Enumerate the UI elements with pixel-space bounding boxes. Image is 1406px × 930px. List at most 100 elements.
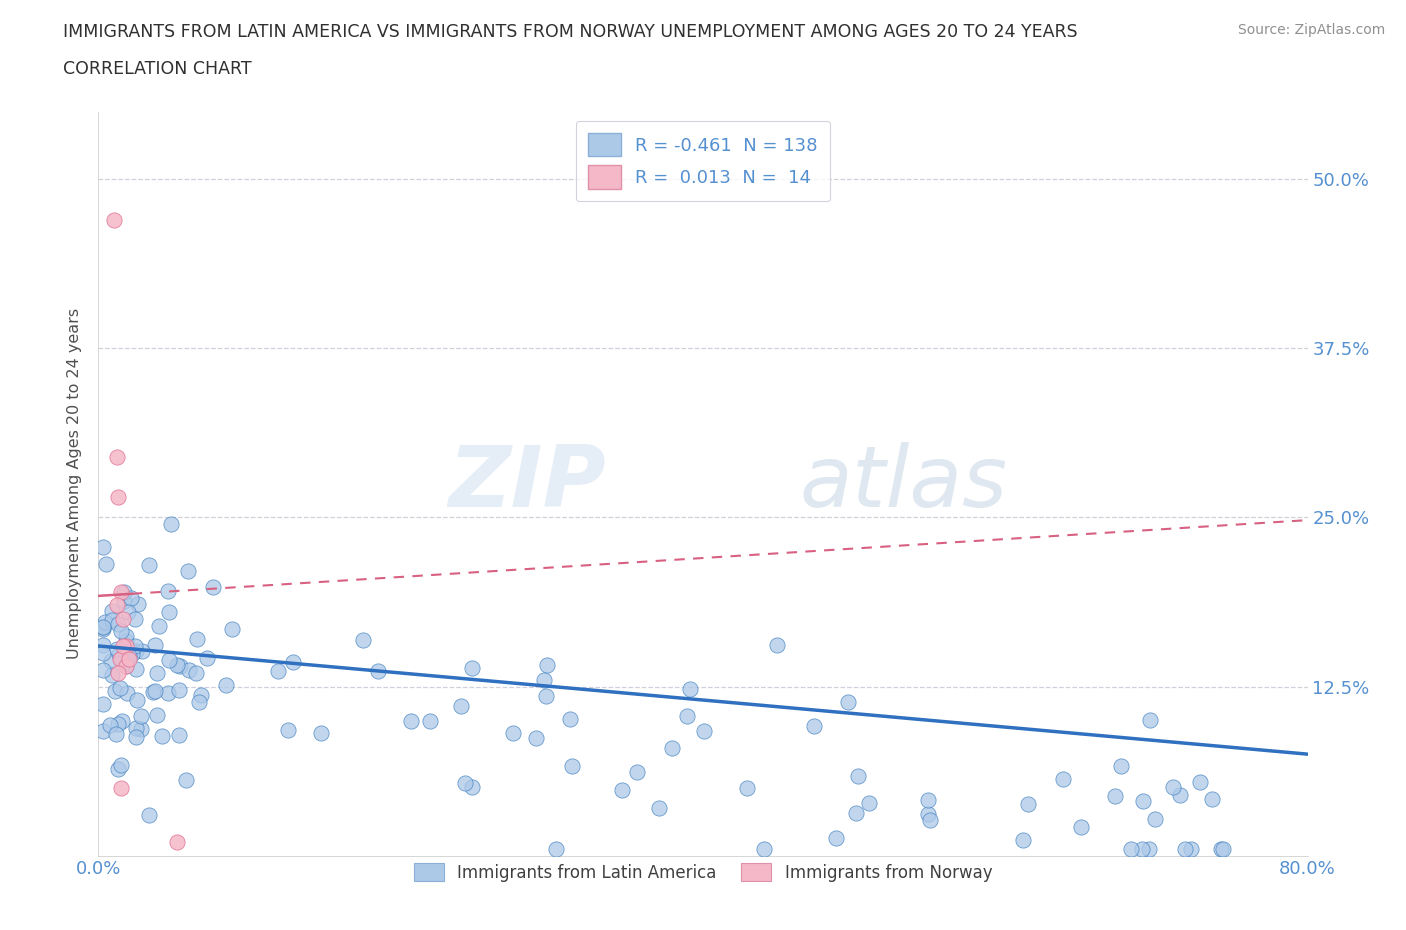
Text: ZIP: ZIP (449, 442, 606, 525)
Point (117, 604, 139, 619)
Point (157, 583, 180, 598)
Point (281, 654, 304, 669)
Point (166, 658, 188, 672)
Point (202, 580, 225, 595)
Point (91, 619, 114, 634)
Point (124, 638, 146, 653)
Point (1121, 842, 1143, 857)
Point (460, 779, 482, 794)
Point (127, 597, 149, 612)
Point (167, 683, 190, 698)
Point (626, 764, 648, 779)
Point (1212, 841, 1234, 856)
Point (1137, 842, 1160, 857)
Point (115, 633, 138, 648)
Point (127, 693, 149, 708)
Point (167, 727, 190, 742)
Point (138, 557, 160, 572)
Point (104, 726, 127, 741)
Point (107, 717, 129, 732)
Point (114, 658, 136, 673)
Point (309, 725, 332, 740)
Point (661, 740, 683, 755)
Point (142, 684, 165, 699)
Point (111, 611, 134, 626)
Point (118, 652, 141, 667)
Point (91, 621, 114, 636)
Point (179, 662, 201, 677)
Point (110, 584, 132, 599)
Point (1168, 788, 1191, 803)
Point (1132, 793, 1154, 808)
Point (112, 585, 135, 600)
Point (266, 663, 288, 678)
Point (1070, 820, 1092, 835)
Point (533, 672, 555, 687)
Point (91, 638, 114, 653)
Point (146, 708, 169, 723)
Point (367, 663, 389, 678)
Point (110, 624, 132, 639)
Point (460, 660, 482, 675)
Point (120, 591, 142, 605)
Point (107, 616, 129, 631)
Point (214, 677, 236, 692)
Point (176, 773, 198, 788)
Point (148, 618, 170, 633)
Point (195, 651, 218, 666)
Point (534, 688, 557, 703)
Point (1211, 842, 1233, 857)
Point (157, 653, 180, 668)
Point (125, 661, 148, 676)
Point (156, 685, 179, 700)
Point (166, 834, 188, 849)
Point (544, 842, 567, 857)
Point (125, 644, 148, 658)
Point (101, 613, 124, 628)
Point (1201, 791, 1223, 806)
Text: Source: ZipAtlas.com: Source: ZipAtlas.com (1237, 23, 1385, 37)
Point (737, 780, 759, 795)
Point (114, 639, 136, 654)
Point (648, 801, 671, 816)
Point (693, 724, 716, 738)
Point (107, 490, 129, 505)
Point (221, 622, 243, 637)
Point (93, 645, 115, 660)
Point (94, 615, 117, 630)
Text: CORRELATION CHART: CORRELATION CHART (63, 60, 252, 78)
Point (150, 729, 173, 744)
Point (131, 722, 153, 737)
Point (124, 729, 146, 744)
Point (104, 684, 127, 698)
Point (917, 806, 939, 821)
Point (115, 656, 138, 671)
Point (679, 682, 702, 697)
Point (108, 681, 131, 696)
Point (110, 758, 132, 773)
Point (138, 807, 160, 822)
Point (1052, 771, 1074, 786)
Point (100, 653, 122, 668)
Point (145, 666, 167, 681)
Point (1139, 712, 1161, 727)
Point (111, 639, 134, 654)
Point (752, 842, 775, 857)
Point (1104, 789, 1126, 804)
Point (277, 722, 299, 737)
Point (190, 687, 212, 702)
Point (143, 638, 166, 653)
Point (561, 759, 583, 774)
Point (675, 709, 697, 724)
Point (98, 718, 121, 733)
Point (91, 663, 114, 678)
Point (110, 780, 132, 795)
Point (115, 685, 138, 700)
Point (846, 769, 869, 784)
Point (117, 648, 139, 663)
Point (177, 564, 200, 578)
Point (858, 796, 880, 811)
Point (612, 783, 634, 798)
Point (125, 721, 148, 736)
Point (1109, 759, 1132, 774)
